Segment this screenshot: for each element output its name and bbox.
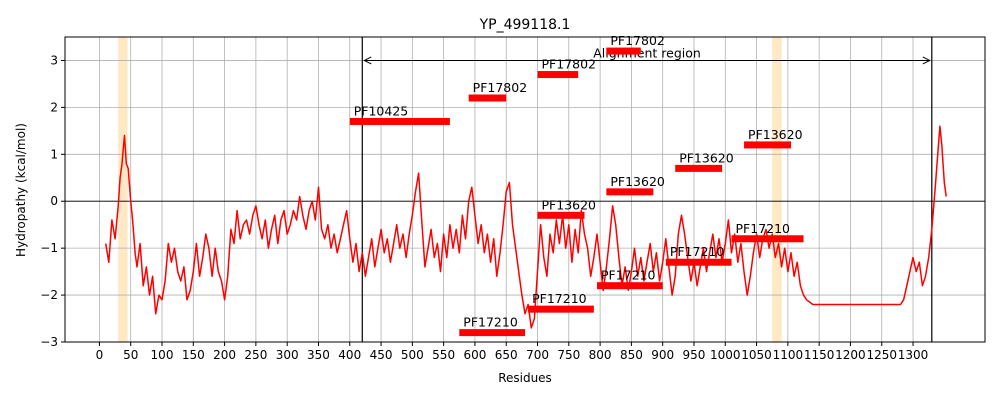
x-tick-label: 150: [182, 348, 205, 362]
x-tick-label: 1000: [710, 348, 741, 362]
domain-label: PF13620: [610, 174, 665, 189]
axes-frame: [64, 36, 986, 343]
domain-bar: [349, 117, 450, 125]
x-axis-label: Residues: [498, 371, 552, 385]
domain-label: PF17210: [601, 268, 656, 283]
domain-label: PF10425: [354, 103, 409, 118]
highlight-region: [772, 37, 782, 342]
domain-bar: [468, 94, 507, 102]
chart-title: YP_499118.1: [479, 17, 571, 33]
x-tick-label: 800: [589, 348, 612, 362]
domain-bar: [665, 258, 732, 266]
domain-label: PF13620: [679, 150, 734, 165]
x-tick-label: 300: [276, 348, 299, 362]
y-tick-label: −2: [40, 288, 58, 302]
alignment-arrow-head-left: [363, 56, 372, 65]
highlight-region: [118, 37, 128, 342]
domain-label: PF17802: [542, 57, 597, 72]
x-tick-label: 1100: [773, 348, 804, 362]
domain-bar: [606, 47, 641, 55]
x-tick-label: 100: [151, 348, 174, 362]
domain-label: PF17802: [610, 33, 665, 48]
alignment-arrow-head-right: [922, 56, 931, 65]
domain-label: PF13620: [748, 127, 803, 142]
x-tick-label: 350: [307, 348, 330, 362]
x-tick-label: 450: [370, 348, 393, 362]
domain-bar: [537, 71, 579, 79]
domain-label: PF13620: [542, 197, 597, 212]
x-tick-label: 650: [495, 348, 518, 362]
y-tick-label: 0: [50, 194, 58, 208]
domain-bar: [537, 211, 585, 219]
x-tick-label: 1050: [741, 348, 772, 362]
x-tick-label: 1300: [898, 348, 929, 362]
domain-bar: [744, 141, 791, 149]
x-tick-label: 250: [244, 348, 267, 362]
x-tick-label: 850: [620, 348, 643, 362]
domain-bar: [528, 305, 594, 313]
x-tick-label: 1250: [866, 348, 897, 362]
x-tick-label: 500: [401, 348, 424, 362]
x-tick-label: 750: [557, 348, 580, 362]
x-tick-label: 950: [683, 348, 706, 362]
y-axis-label: Hydropathy (kcal/mol): [14, 123, 28, 257]
y-tick-label: 3: [50, 53, 58, 67]
x-tick-label: 550: [432, 348, 455, 362]
domain-label: PF17802: [473, 80, 528, 95]
domain-label: PF17210: [463, 315, 518, 330]
x-tick-label: 200: [213, 348, 236, 362]
x-tick-label: 1200: [835, 348, 866, 362]
x-tick-label: 900: [651, 348, 674, 362]
domain-label: PF17210: [532, 291, 587, 306]
domain-label: PF17210: [736, 221, 791, 236]
x-tick-label: 700: [526, 348, 549, 362]
x-tick-label: 1150: [804, 348, 835, 362]
y-tick-label: 2: [50, 100, 58, 114]
domain-bar: [731, 235, 804, 243]
x-tick-label: 0: [96, 348, 104, 362]
domain-bar: [675, 164, 723, 172]
domain-label: PF17210: [670, 244, 725, 259]
y-tick-label: 1: [50, 147, 58, 161]
x-tick-label: 50: [123, 348, 138, 362]
domain-bar: [606, 188, 654, 196]
y-tick-label: −1: [40, 241, 58, 255]
x-tick-label: 400: [338, 348, 361, 362]
x-tick-label: 600: [463, 348, 486, 362]
domain-bar: [459, 329, 525, 337]
domain-bar: [596, 282, 663, 290]
y-tick-label: −3: [40, 335, 58, 349]
hydropathy-line: [104, 125, 947, 329]
plot-area: Alignment regionPF10425PF17802PF17802PF1…: [40, 33, 986, 362]
